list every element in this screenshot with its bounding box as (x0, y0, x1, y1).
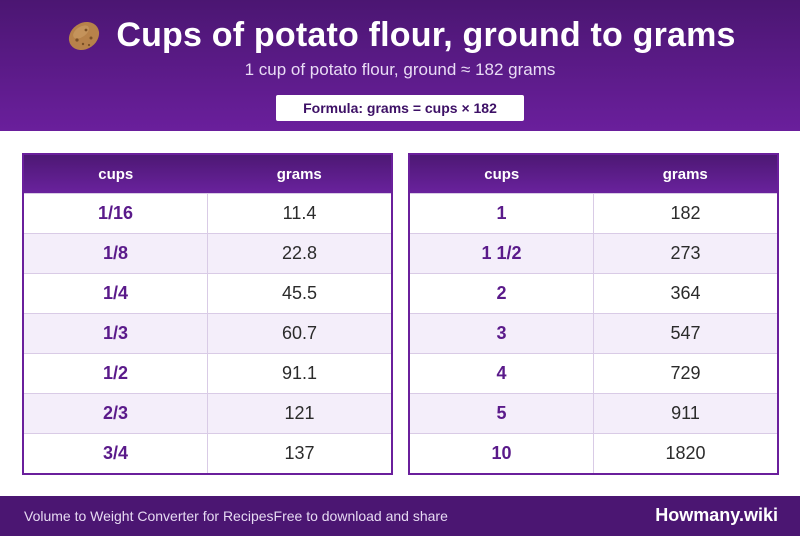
conversion-table-left: cups grams 1/16 11.4 1/8 22.8 1/4 45.5 1… (22, 153, 393, 475)
cups-cell: 1/4 (24, 273, 208, 314)
table-row: 1/3 60.7 (24, 313, 391, 354)
table-row: 1 182 (410, 193, 777, 234)
table-row: 2 364 (410, 273, 777, 314)
header-banner: Cups of potato flour, ground to grams 1 … (0, 0, 800, 131)
table-row: 5 911 (410, 393, 777, 434)
grams-cell: 182 (593, 193, 777, 234)
grams-cell: 911 (593, 393, 777, 434)
grams-cell: 729 (593, 353, 777, 394)
table-row: 1/4 45.5 (24, 273, 391, 314)
cups-cell: 1/3 (24, 313, 208, 354)
grams-cell: 45.5 (207, 273, 391, 314)
cups-cell: 3/4 (24, 433, 208, 473)
cups-cell: 4 (410, 353, 594, 394)
potato-icon (64, 15, 104, 55)
grams-cell: 547 (593, 313, 777, 354)
column-header-grams: grams (276, 165, 322, 183)
table-header-row: cups grams (24, 155, 391, 194)
grams-cell: 273 (593, 233, 777, 274)
cups-cell: 1/2 (24, 353, 208, 394)
conversion-table-right: cups grams 1 182 1 1/2 273 2 364 3 547 4 (408, 153, 779, 475)
grams-cell: 121 (207, 393, 391, 434)
page-subtitle: 1 cup of potato flour, ground ≈ 182 gram… (244, 60, 556, 79)
formula-badge: Formula: grams = cups × 182 (276, 95, 524, 121)
column-header-cups: cups (98, 165, 134, 183)
table-row: 3 547 (410, 313, 777, 354)
cups-cell: 1 1/2 (410, 233, 594, 274)
converter-caption: Volume to Weight Converter for Recipes (24, 508, 274, 524)
page-title: Cups of potato flour, ground to grams (116, 15, 736, 54)
cups-cell: 2/3 (24, 393, 208, 434)
table-row: 1/2 91.1 (24, 353, 391, 394)
cups-cell: 5 (410, 393, 594, 434)
brand-link[interactable]: Howmany.wiki (655, 505, 778, 525)
table-row: 4 729 (410, 353, 777, 394)
table-row: 2/3 121 (24, 393, 391, 434)
cups-cell: 10 (410, 433, 594, 473)
grams-cell: 1820 (593, 433, 777, 473)
table-header-row: cups grams (410, 155, 777, 194)
grams-cell: 22.8 (207, 233, 391, 274)
table-row: 1 1/2 273 (410, 233, 777, 274)
cups-cell: 1/8 (24, 233, 208, 274)
grams-cell: 11.4 (207, 193, 391, 234)
column-header-cups: cups (484, 165, 520, 183)
cups-cell: 3 (410, 313, 594, 354)
grams-cell: 364 (593, 273, 777, 314)
share-caption: Free to download and share (273, 508, 448, 524)
grams-cell: 137 (207, 433, 391, 473)
table-row: 1/16 11.4 (24, 193, 391, 234)
table-row: 10 1820 (410, 433, 777, 473)
footer-caption: Volume to Weight Converter for RecipesFr… (24, 508, 448, 524)
title-row: Cups of potato flour, ground to grams (0, 10, 800, 60)
cups-cell: 1 (410, 193, 594, 234)
cups-cell: 2 (410, 273, 594, 314)
footer-bar: Volume to Weight Converter for RecipesFr… (0, 496, 800, 536)
grams-cell: 60.7 (207, 313, 391, 354)
grams-cell: 91.1 (207, 353, 391, 394)
table-row: 1/8 22.8 (24, 233, 391, 274)
table-row: 3/4 137 (24, 433, 391, 473)
column-header-grams: grams (662, 165, 708, 183)
cups-cell: 1/16 (24, 193, 208, 234)
